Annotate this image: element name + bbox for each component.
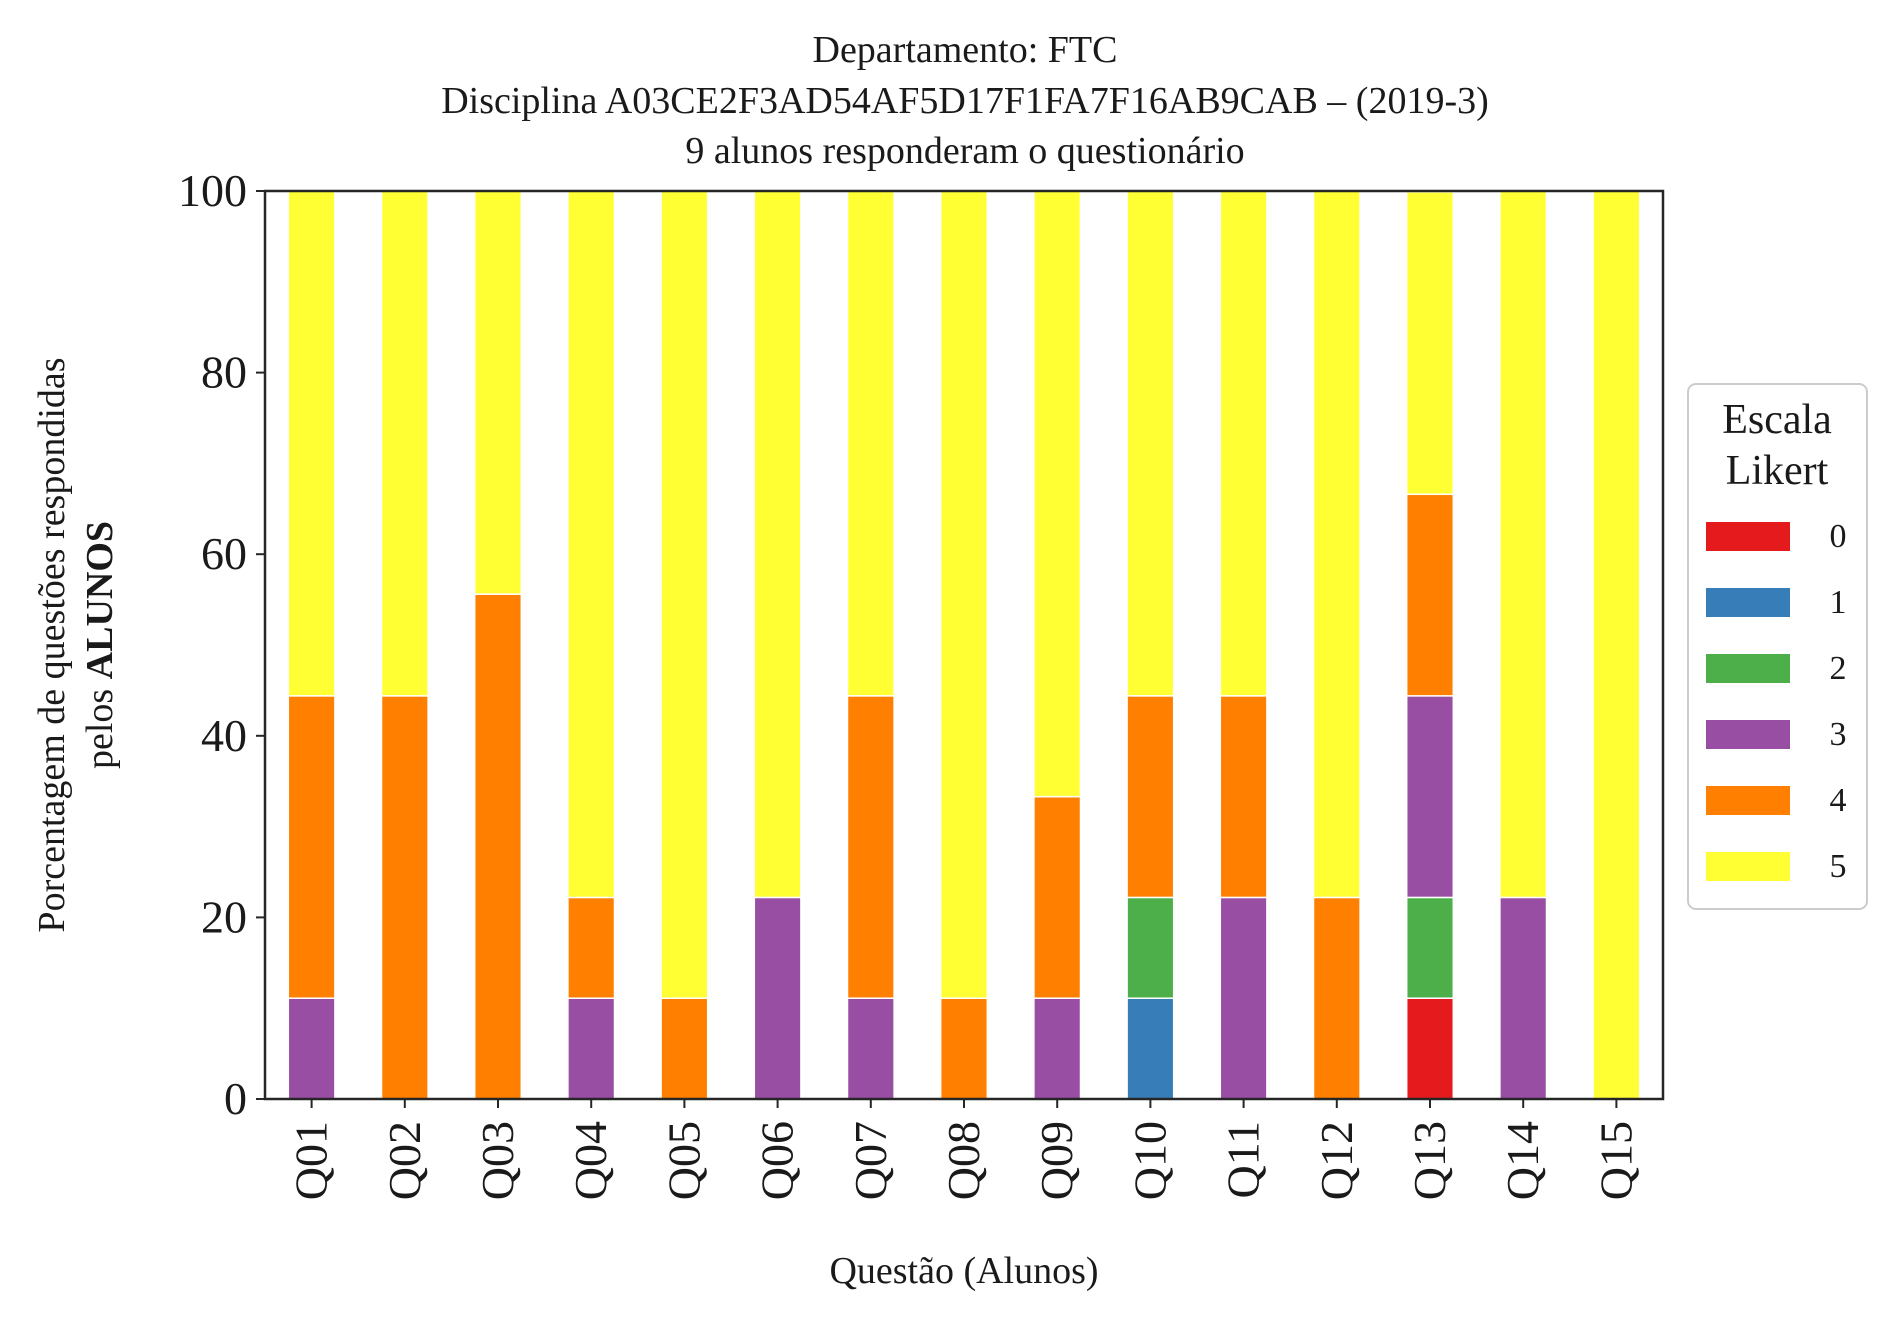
bar-q12-level-4 [1312,896,1361,1100]
bar-q01-level-3 [287,997,336,1100]
x-tick-label-q05: Q05 [658,1121,709,1200]
x-tick-label-q13: Q13 [1404,1121,1455,1200]
y-axis-label-line-2: pelos ALUNOS [79,521,121,769]
bar-q04-level-4 [567,896,616,999]
legend-swatch-0 [1706,522,1790,551]
legend-label-3: 3 [1830,716,1847,753]
x-tick-label-q12: Q12 [1311,1121,1362,1200]
legend-title-line-1: Escala [1722,397,1832,443]
bars-group [287,190,1641,1100]
y-axis-label-bold: ALUNOS [79,521,121,679]
y-tick-label: 40 [201,710,247,761]
bar-q13-level-4 [1405,493,1455,697]
y-tick-labels: 0 20 40 60 80 100 [178,165,265,1124]
legend-label-2: 2 [1830,650,1847,687]
bar-q03-level-5 [473,190,523,595]
bar-q02-level-5 [380,190,429,697]
x-tick-label-q09: Q09 [1031,1121,1082,1200]
y-tick-label: 20 [201,891,247,942]
legend-title-line-2: Likert [1726,448,1829,494]
bar-q11-level-5 [1219,190,1268,697]
bar-q10-level-1 [1126,997,1175,1100]
bar-q02-level-4 [380,695,429,1100]
bar-q10-level-2 [1126,896,1175,999]
bar-q08-level-4 [939,997,989,1100]
x-axis-label: Questão (Alunos) [829,1250,1098,1292]
bar-q10-level-4 [1126,695,1175,899]
bar-q09-level-5 [1033,190,1082,798]
legend-items: 0 1 2 3 4 5 [1706,518,1847,885]
bar-q06-level-5 [753,190,802,899]
bar-q05-level-4 [660,997,709,1100]
y-axis-label-prefix: pelos [79,679,121,769]
legend-swatch-2 [1706,654,1790,683]
bar-q13-level-0 [1405,997,1455,1100]
bar-q08-level-5 [939,190,989,999]
bar-q04-level-5 [567,190,616,899]
y-tick-label: 100 [178,165,247,216]
x-tick-label-q06: Q06 [752,1121,803,1200]
bar-q14-level-5 [1499,190,1548,899]
bar-q04-level-3 [567,997,616,1100]
bar-q09-level-4 [1033,795,1082,999]
x-tick-label-q11: Q11 [1218,1121,1269,1199]
bar-q09-level-3 [1033,997,1082,1100]
x-tick-label-q14: Q14 [1497,1121,1548,1200]
bar-q10-level-5 [1126,190,1175,697]
legend-label-4: 4 [1830,782,1847,819]
bar-q13-level-5 [1405,191,1455,496]
legend-swatch-1 [1706,588,1790,617]
legend: Escala Likert 0 1 2 3 4 5 [1687,383,1868,910]
x-tick-label-q07: Q07 [845,1121,896,1200]
bar-q06-level-3 [753,896,802,1100]
legend-swatch-5 [1706,852,1790,881]
legend-swatch-3 [1706,720,1790,749]
y-tick-label: 0 [224,1073,247,1124]
x-tick-label-q01: Q01 [286,1121,337,1200]
bar-q14-level-3 [1499,896,1548,1100]
legend-swatch-4 [1706,786,1790,815]
x-tick-label-q15: Q15 [1590,1121,1641,1200]
y-tick-label: 80 [201,347,247,398]
x-tick-label-q02: Q02 [379,1121,430,1200]
chart-title-line-2: Disciplina A03CE2F3AD54AF5D17F1FA7F16AB9… [441,80,1489,122]
bar-q07-level-4 [846,695,895,999]
bar-q03-level-4 [473,593,523,1100]
x-tick-label-q10: Q10 [1124,1121,1175,1200]
legend-label-1: 1 [1830,584,1847,621]
x-tick-label-q03: Q03 [472,1121,523,1200]
x-tick-label-q08: Q08 [938,1121,989,1200]
bar-q11-level-3 [1219,896,1268,1100]
bar-q15-level-5 [1592,190,1641,1100]
bar-q01-level-4 [287,695,336,999]
y-tick-label: 60 [201,528,247,579]
bar-q12-level-5 [1312,190,1361,899]
bar-q11-level-4 [1219,695,1268,899]
bar-q07-level-5 [846,190,895,697]
legend-label-5: 5 [1830,848,1847,885]
bar-q05-level-5 [660,190,709,999]
bar-q01-level-5 [287,190,336,697]
bar-q07-level-3 [846,997,895,1100]
legend-box [1687,383,1868,910]
y-axis-label-line-1: Porcentagem de questões respondidas [31,357,73,932]
chart-title-line-1: Departamento: FTC [813,29,1118,71]
legend-label-0: 0 [1830,518,1847,555]
bar-q13-level-3 [1405,695,1455,899]
x-tick-label-q04: Q04 [565,1121,616,1200]
bar-q13-level-2 [1405,896,1455,999]
chart-title-line-3: 9 alunos responderam o questionário [685,130,1244,172]
x-tick-labels: Q01 Q02 Q03 Q04 Q05 Q06 Q07 Q08 Q09 Q10 Q11 Q12 Q13 Q… [286,1099,1641,1200]
